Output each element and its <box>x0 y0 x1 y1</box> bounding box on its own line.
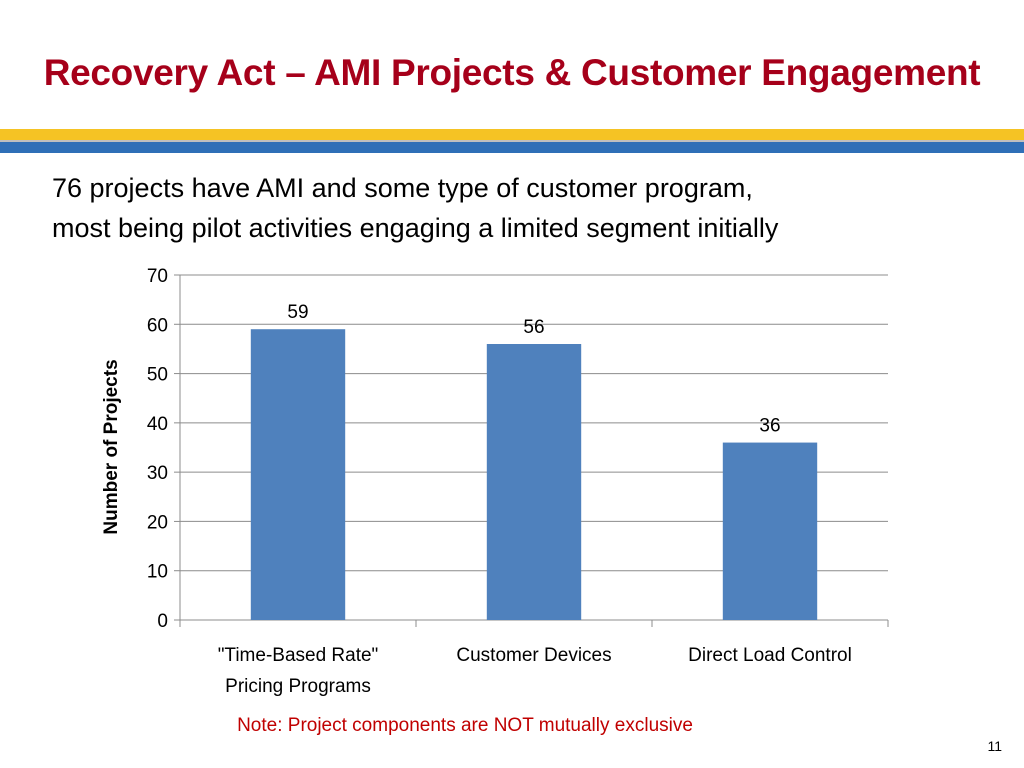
labels: 0 10 20 30 40 50 60 70 59 "Time-Based Rate" Pricin… <box>147 266 852 697</box>
page-number: 11 <box>987 738 1002 754</box>
y-axis-label: Number of Projects <box>101 359 122 534</box>
x-category-label: Direct Load Control <box>688 645 852 666</box>
footnote: Note: Project components are NOT mutuall… <box>237 715 693 736</box>
y-tick-label: 30 <box>147 463 168 484</box>
y-tick-label: 60 <box>147 315 168 336</box>
bar-3 <box>722 442 818 620</box>
subtitle-line-1: 76 projects have AMI and some type of cu… <box>52 173 753 203</box>
header-band-yellow <box>0 129 1024 140</box>
y-tick-label: 10 <box>147 562 168 583</box>
slide-title: Recovery Act – AMI Projects & Customer E… <box>43 52 981 93</box>
subtitle-line-2: most being pilot activities engaging a l… <box>52 213 779 243</box>
y-tick-label: 20 <box>147 512 168 533</box>
data-label: 36 <box>759 416 780 437</box>
x-category-label: Customer Devices <box>456 645 611 666</box>
data-label: 56 <box>523 317 544 338</box>
header-band-blue <box>0 142 1024 153</box>
bars <box>250 329 818 620</box>
header-band-divider <box>0 140 1024 142</box>
data-label: 59 <box>287 302 308 323</box>
y-tick-label: 70 <box>147 266 168 287</box>
bar-2 <box>486 344 582 620</box>
y-tick-label: 50 <box>147 365 168 386</box>
x-category-label: "Time-Based Rate" <box>218 645 379 666</box>
y-tick-label: 40 <box>147 414 168 435</box>
x-category-label: Pricing Programs <box>225 676 371 697</box>
y-tick-label: 0 <box>157 611 168 632</box>
bar-1 <box>250 329 346 620</box>
slide-subtitle: 76 projects have AMI and some type of cu… <box>52 168 952 248</box>
